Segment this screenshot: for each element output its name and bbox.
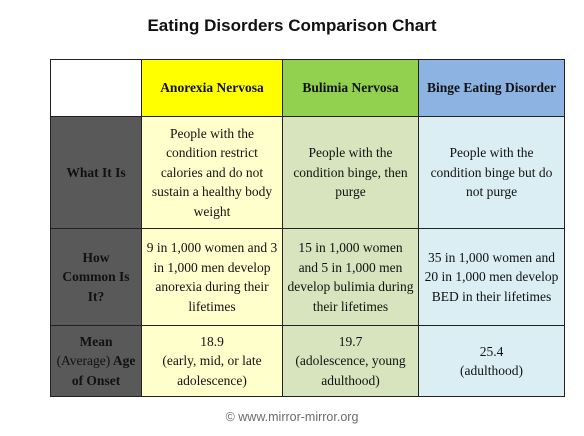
onset-value-binge: 25.4 [479, 343, 504, 359]
onset-note-anorexia: (early, mid, or late adolescence) [162, 353, 262, 388]
column-header-bulimia: Bulimia Nervosa [282, 59, 419, 117]
cell-bulimia-onset: 19.7 (adolescence, young adulthood) [282, 325, 419, 397]
corner-cell [50, 59, 142, 117]
row-label-mean: Mean [79, 333, 113, 349]
onset-value-bulimia: 19.7 [338, 333, 363, 349]
row-label-age: Age of Onset [71, 353, 136, 388]
onset-note-bulimia: (adolescence, young adulthood) [295, 353, 406, 388]
copyright-footer: © www.mirror-mirror.org [225, 410, 359, 424]
row-label-age-of-onset: Mean (Average) Age of Onset [50, 325, 142, 397]
chart-title: Eating Disorders Comparison Chart [147, 16, 437, 35]
cell-binge-onset: 25.4 (adulthood) [418, 325, 565, 397]
row-label-how-common: How Common Is It? [50, 228, 142, 326]
cell-binge-what-it-is: People with the condition binge but do n… [418, 116, 565, 229]
table-row-how-common: How Common Is It? 9 in 1,000 women and 3… [50, 228, 565, 326]
table-row-age-of-onset: Mean (Average) Age of Onset 18.9 (early,… [50, 325, 565, 397]
cell-anorexia-onset: 18.9 (early, mid, or late adolescence) [141, 325, 283, 397]
cell-bulimia-how-common: 15 in 1,000 women and 5 in 1,000 men dev… [282, 228, 419, 326]
onset-value-anorexia: 18.9 [200, 333, 224, 349]
row-label-what-it-is: What It Is [50, 116, 142, 229]
comparison-table: Anorexia Nervosa Bulimia Nervosa Binge E… [50, 59, 565, 397]
row-label-average: (Average) [56, 353, 111, 369]
cell-bulimia-what-it-is: People with the condition binge, then pu… [282, 116, 419, 229]
column-header-binge-eating: Binge Eating Disorder [418, 59, 565, 117]
header-row: Anorexia Nervosa Bulimia Nervosa Binge E… [50, 59, 565, 117]
onset-note-binge: (adulthood) [460, 363, 523, 378]
table-row-what-it-is: What It Is People with the condition res… [50, 116, 565, 229]
cell-binge-how-common: 35 in 1,000 women and 20 in 1,000 men de… [418, 228, 565, 326]
cell-anorexia-what-it-is: People with the condition restrict calor… [141, 116, 283, 229]
column-header-anorexia: Anorexia Nervosa [141, 59, 283, 117]
cell-anorexia-how-common: 9 in 1,000 women and 3 in 1,000 men deve… [141, 228, 283, 326]
